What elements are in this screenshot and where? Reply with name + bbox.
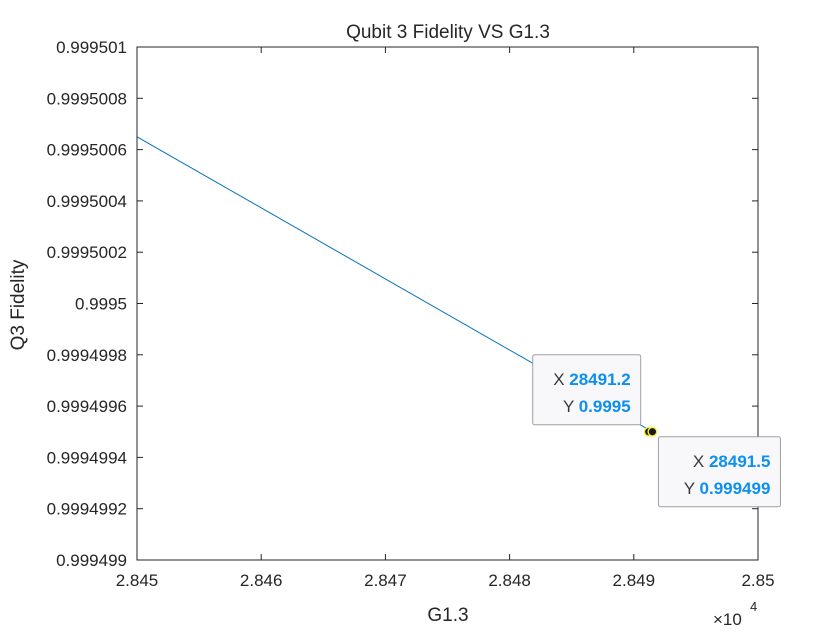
- x-tick-label: 2.848: [488, 571, 531, 590]
- datatip-y-value: 0.9995: [579, 397, 631, 416]
- datatip-x-key: X: [553, 370, 569, 389]
- x-exponent-power: 4: [750, 599, 757, 614]
- datatip-y-row: Y 0.999499: [684, 479, 771, 498]
- datatip-y-value: 0.999499: [700, 479, 771, 498]
- datatip[interactable]: X 28491.2 Y 0.9995: [532, 354, 642, 426]
- axis-ticks: 2.845 2.846 2.847 2.848 2.849 2.85 0.999499 0.9…: [47, 38, 775, 590]
- x-tick-label: 2.845: [116, 571, 159, 590]
- y-tick-label: 0.9995004: [47, 192, 127, 211]
- y-tick-label: 0.9994992: [47, 500, 127, 519]
- datatip-x-key: X: [693, 452, 709, 471]
- x-tick-label: 2.846: [240, 571, 283, 590]
- x-exponent-base: ×10: [713, 610, 742, 629]
- x-axis-label: G1.3: [427, 605, 468, 626]
- x-tick-label: 2.85: [741, 571, 774, 590]
- x-exponent-label: ×10 4: [713, 599, 757, 629]
- x-tick-label: 2.849: [613, 571, 656, 590]
- datatip-x-row: X 28491.5: [693, 452, 771, 471]
- datatip-marker[interactable]: [648, 428, 657, 436]
- y-tick-label: 0.9994998: [47, 346, 127, 365]
- datatip-box: [532, 354, 642, 426]
- y-tick-label: 0.9994996: [47, 397, 127, 416]
- chart-title: Qubit 3 Fidelity VS G1.3: [346, 22, 550, 43]
- y-tick-label: 0.999499: [56, 551, 127, 570]
- y-tick-label: 0.9995: [75, 295, 127, 314]
- y-axis-label: Q3 Fidelity: [8, 259, 29, 350]
- datatip-y-key: Y: [563, 397, 579, 416]
- datatip-x-value: 28491.5: [709, 452, 770, 471]
- datatip-x-value: 28491.2: [569, 370, 630, 389]
- datatip-box: [657, 436, 781, 508]
- axes-box: [136, 46, 759, 561]
- y-tick-label: 0.9994994: [47, 448, 127, 467]
- datatip-y-key: Y: [684, 479, 700, 498]
- y-tick-label: 0.9995008: [47, 89, 127, 108]
- datatips: X 28491.2 Y 0.9995 X 28491.5 Y 0.999499: [532, 354, 781, 508]
- y-tick-label: 0.999501: [56, 38, 127, 57]
- y-tick-label: 0.9995002: [47, 243, 127, 262]
- datatip-x-row: X 28491.2: [553, 370, 631, 389]
- datatip-y-row: Y 0.9995: [563, 397, 631, 416]
- x-tick-label: 2.847: [364, 571, 407, 590]
- y-tick-label: 0.9995006: [47, 141, 127, 160]
- datatip[interactable]: X 28491.5 Y 0.999499: [657, 436, 781, 508]
